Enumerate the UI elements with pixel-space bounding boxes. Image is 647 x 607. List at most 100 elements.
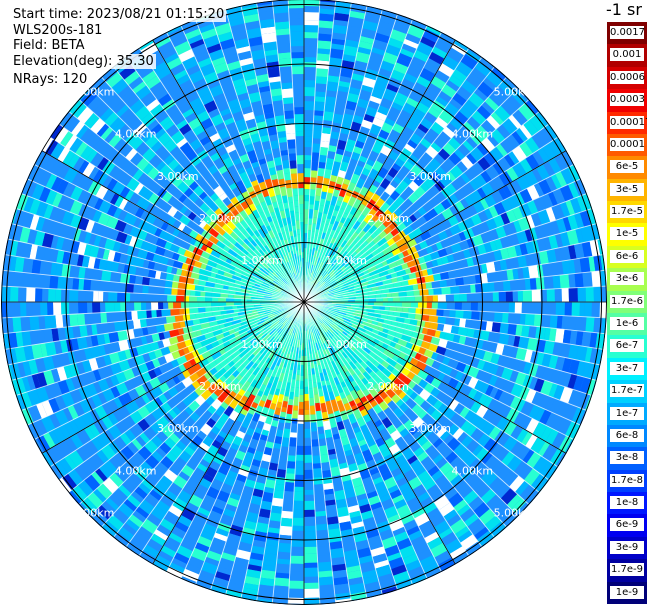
range-bin: [428, 308, 437, 316]
range-bin: [288, 588, 304, 598]
range-bin: [326, 443, 336, 451]
range-bin: [99, 225, 108, 238]
range-bin: [134, 207, 145, 219]
range-bin: [61, 392, 75, 408]
range-bin: [129, 225, 141, 238]
range-bin: [466, 439, 480, 454]
range-bin: [415, 338, 423, 347]
range-bin: [187, 441, 199, 452]
range-bin: [189, 307, 199, 314]
range-bin: [146, 538, 163, 553]
range-bin: [363, 483, 377, 495]
range-bin: [413, 446, 425, 458]
range-bin: [213, 532, 228, 542]
range-bin: [79, 324, 88, 338]
range-bin: [383, 505, 399, 519]
range-bin: [449, 456, 464, 470]
range-bin: [260, 314, 268, 319]
range-bin: [175, 119, 188, 130]
range-bin: [148, 285, 155, 295]
range-bin: [94, 405, 108, 420]
range-bin: [540, 461, 554, 477]
range-bin: [105, 302, 115, 313]
range-bin: [273, 365, 280, 373]
range-bin: [61, 210, 75, 226]
range-bin: [97, 344, 106, 357]
range-bin: [146, 302, 152, 311]
range-bin: [238, 344, 248, 353]
range-bin: [561, 315, 569, 330]
range-bin: [332, 405, 340, 413]
range-bin: [346, 570, 363, 580]
range-bin: [258, 584, 275, 592]
range-bin: [245, 341, 252, 348]
range-bin: [522, 374, 534, 389]
range-bin: [342, 541, 357, 552]
range-bin: [387, 461, 400, 473]
range-bin: [314, 492, 325, 503]
range-bin: [406, 496, 419, 507]
range-bin: [269, 324, 275, 330]
range-bin: [118, 484, 132, 498]
range-bin: [50, 220, 62, 236]
range-bin: [291, 58, 304, 67]
range-bin: [155, 324, 166, 334]
range-bin: [575, 330, 584, 346]
range-bin: [278, 58, 292, 68]
range-bin: [176, 230, 185, 240]
range-bin: [188, 454, 202, 467]
range-bin: [364, 329, 375, 337]
range-bin: [244, 478, 256, 489]
range-bin: [113, 436, 127, 451]
range-bin: [295, 131, 304, 137]
range-bin: [27, 404, 42, 423]
range-bin: [210, 249, 221, 259]
range-bin: [145, 334, 154, 344]
range-bin: [312, 332, 316, 338]
range-bin: [268, 317, 276, 322]
range-bin: [351, 444, 362, 456]
range-bin: [586, 378, 596, 396]
range-bin: [472, 390, 484, 403]
range-bin: [72, 156, 86, 172]
range-bin: [437, 363, 447, 373]
range-bin: [326, 81, 339, 92]
range-bin: [119, 172, 133, 187]
range-bin: [130, 490, 145, 504]
range-bin: [380, 360, 390, 369]
range-bin: [139, 461, 154, 476]
range-bin: [317, 343, 322, 349]
range-bin: [356, 346, 363, 353]
range-bin: [144, 439, 159, 454]
range-bin: [331, 328, 339, 336]
range-bin: [489, 386, 499, 399]
range-bin: [90, 77, 106, 92]
range-bin: [155, 160, 167, 172]
range-bin: [335, 316, 345, 322]
range-bin: [335, 416, 343, 423]
range-bin: [454, 381, 465, 392]
range-bin: [21, 330, 32, 347]
range-bin: [589, 347, 598, 364]
range-bin: [121, 128, 134, 141]
range-bin: [232, 563, 248, 574]
range-bin: [294, 114, 304, 123]
range-bin: [249, 345, 258, 354]
range-bin: [281, 346, 287, 354]
range-bin: [453, 402, 465, 415]
range-bin: [96, 333, 106, 346]
range-bin: [102, 90, 118, 105]
range-bin: [164, 437, 177, 450]
range-bin: [465, 319, 476, 329]
range-bin: [218, 306, 225, 311]
range-bin: [283, 349, 289, 358]
range-bin: [482, 350, 494, 363]
range-bin: [137, 185, 150, 198]
range-bin: [259, 434, 268, 442]
range-bin: [129, 99, 145, 114]
range-bin: [181, 262, 189, 271]
range-bin: [313, 477, 324, 485]
range-bin: [62, 251, 71, 265]
range-bin: [515, 347, 527, 361]
range-bin: [195, 483, 209, 496]
